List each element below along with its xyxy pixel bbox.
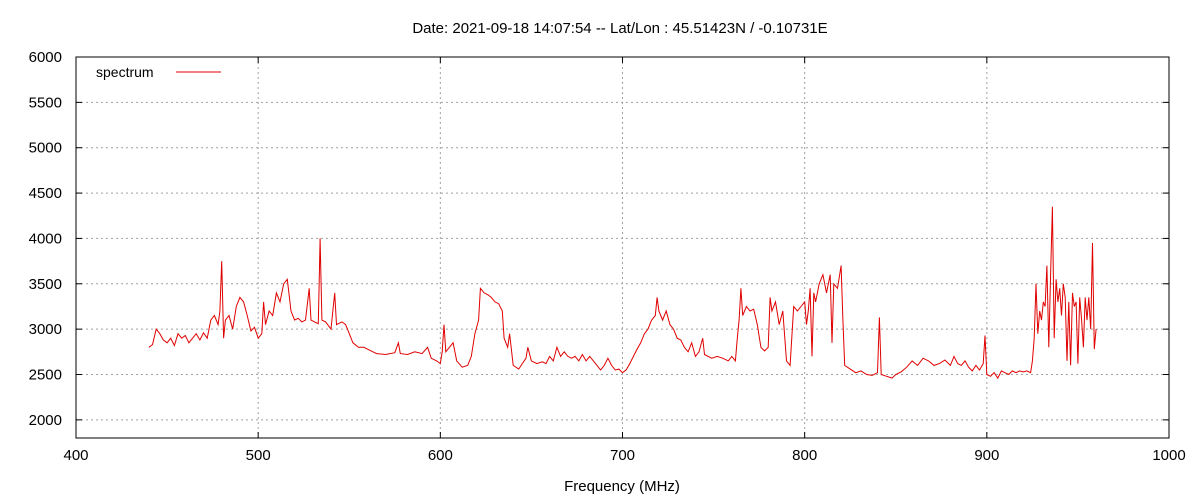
x-tick-label: 800 bbox=[792, 447, 817, 464]
x-axis: 400 500 600 700 800 900 1000 bbox=[63, 57, 1186, 464]
legend: spectrum bbox=[96, 64, 221, 80]
grid-lines bbox=[76, 57, 1169, 438]
x-axis-label: Frequency (MHz) bbox=[564, 478, 680, 495]
chart-title: Date: 2021-09-18 14:07:54 -- Lat/Lon : 4… bbox=[412, 20, 827, 37]
y-tick-label: 4500 bbox=[29, 185, 62, 202]
series-line-spectrum bbox=[148, 206, 1097, 380]
y-axis: 2000 2500 3000 3500 4000 4500 5000 5500 6000 bbox=[29, 49, 1169, 429]
x-tick-label: 700 bbox=[610, 447, 635, 464]
x-tick-label: 500 bbox=[246, 447, 271, 464]
x-tick-label: 1000 bbox=[1152, 447, 1185, 464]
x-tick-label: 400 bbox=[63, 447, 88, 464]
y-tick-label: 4000 bbox=[29, 230, 62, 247]
y-tick-label: 3500 bbox=[29, 276, 62, 293]
y-tick-label: 2000 bbox=[29, 412, 62, 429]
y-tick-label: 6000 bbox=[29, 49, 62, 66]
x-tick-label: 600 bbox=[428, 447, 453, 464]
legend-label-spectrum: spectrum bbox=[96, 64, 154, 80]
y-tick-label: 2500 bbox=[29, 367, 62, 384]
y-tick-label: 5500 bbox=[29, 94, 62, 111]
y-tick-label: 5000 bbox=[29, 140, 62, 157]
x-tick-label: 900 bbox=[974, 447, 999, 464]
y-tick-label: 3000 bbox=[29, 321, 62, 338]
